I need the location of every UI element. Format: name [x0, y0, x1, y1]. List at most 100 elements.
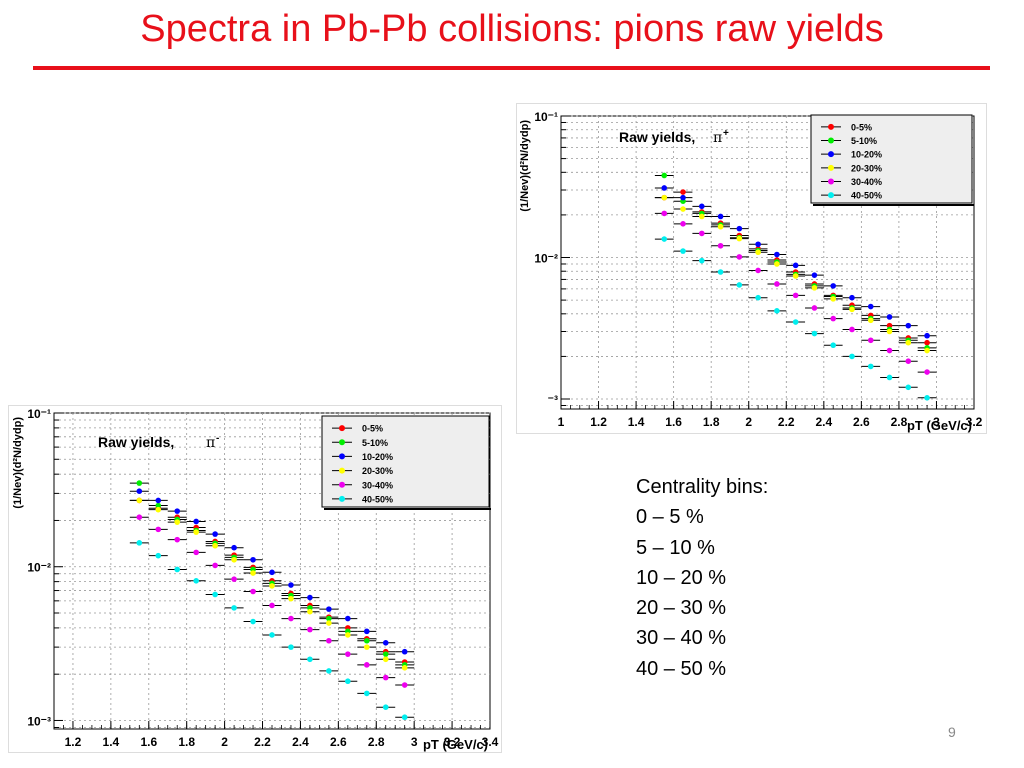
data-point: [755, 267, 761, 274]
legend-marker: [339, 495, 345, 502]
data-point: [326, 620, 332, 626]
legend-label: 10-20%: [851, 150, 882, 160]
x-tick-label: 1.8: [178, 735, 195, 749]
data-point: [661, 172, 668, 179]
data-point: [155, 552, 162, 559]
chart-annotation: Raw yields,: [619, 129, 695, 145]
data-point: [924, 332, 930, 339]
data-point: [867, 363, 874, 370]
data-point: [736, 282, 743, 288]
data-point: [212, 562, 218, 569]
particle-charge: +: [723, 128, 729, 139]
legend-label: 40-50%: [851, 191, 882, 201]
data-point: [401, 648, 408, 655]
y-tick-label: 10⁻²: [534, 252, 558, 266]
centrality-bin: 10 – 20 %: [636, 566, 727, 589]
data-point: [363, 628, 370, 635]
data-point: [174, 508, 181, 514]
legend-marker: [339, 467, 345, 474]
legend-marker: [339, 481, 345, 488]
legend-marker: [828, 137, 834, 144]
data-point: [811, 305, 818, 311]
legend-label: 5-10%: [362, 438, 388, 448]
x-tick-label: 2: [221, 735, 228, 749]
data-point: [363, 662, 370, 668]
data-point: [193, 529, 199, 535]
data-point: [698, 213, 705, 220]
y-axis-label: (1/Nev)(d²N/dydp): [519, 120, 531, 212]
data-point: [193, 578, 199, 584]
data-point: [250, 588, 256, 595]
data-point: [174, 566, 181, 573]
data-point: [849, 326, 855, 333]
centrality-bin: 30 – 40 %: [636, 627, 727, 650]
y-tick-label: 10⁻²: [27, 561, 51, 575]
data-point: [905, 322, 912, 329]
legend-label: 0-5%: [362, 424, 383, 434]
data-point: [849, 353, 855, 360]
y-tick-label: 10⁻¹: [27, 407, 51, 421]
centrality-bin: 5 – 10 %: [636, 536, 715, 559]
x-tick-label: 2.4: [815, 415, 832, 429]
data-point: [680, 221, 686, 227]
data-point: [905, 358, 912, 365]
data-point: [269, 602, 275, 609]
centrality-bin: 20 – 30 %: [636, 597, 727, 620]
data-point: [155, 502, 162, 509]
data-point: [288, 644, 294, 650]
legend-marker: [828, 192, 834, 199]
data-point: [661, 194, 668, 201]
data-point: [363, 644, 370, 650]
data-point: [755, 249, 761, 256]
y-axis-label: (1/Nev)(d²N/dydp): [12, 417, 24, 509]
data-point: [680, 248, 686, 254]
data-points: [129, 480, 415, 721]
data-point: [363, 637, 370, 644]
data-point: [924, 394, 930, 401]
data-point: [661, 236, 668, 242]
data-point: [288, 582, 294, 588]
data-point: [136, 488, 143, 494]
data-point: [717, 242, 724, 249]
data-point: [830, 315, 837, 322]
x-tick-label: 2.2: [254, 735, 271, 749]
legend-label: 20-30%: [362, 466, 393, 476]
data-point: [849, 306, 855, 313]
data-point: [231, 544, 237, 551]
data-point: [382, 651, 389, 657]
x-tick-label: 2.2: [778, 415, 795, 429]
legend-label: 30-40%: [851, 177, 882, 187]
data-point: [136, 540, 143, 546]
data-point: [307, 656, 313, 663]
data-point: [155, 506, 162, 513]
data-point: [755, 241, 761, 248]
legend-marker: [828, 151, 834, 158]
centrality-bins-text: Centrality bins: 0 – 5 % 5 – 10 % 10 – 2…: [636, 472, 768, 684]
legend-marker: [828, 123, 834, 130]
x-tick-label: 3: [411, 735, 418, 749]
data-point: [811, 272, 818, 278]
data-point: [792, 262, 799, 269]
data-point: [886, 322, 893, 329]
data-point: [231, 556, 237, 563]
data-point: [867, 303, 874, 310]
data-point: [698, 257, 705, 264]
centrality-heading: Centrality bins:: [636, 476, 769, 498]
data-point: [326, 606, 332, 612]
x-tick-label: 1.6: [665, 415, 682, 429]
data-point: [867, 317, 874, 324]
x-tick-label: 1.2: [65, 735, 82, 749]
legend-marker: [339, 439, 345, 446]
x-tick-label: 1.8: [703, 415, 720, 429]
data-point: [345, 678, 351, 685]
data-point: [830, 283, 837, 289]
data-point: [680, 189, 686, 195]
data-point: [905, 339, 912, 346]
x-tick-label: 1.6: [140, 735, 157, 749]
data-point: [755, 294, 761, 301]
data-point: [792, 273, 799, 279]
x-axis-label: pT (GeV/c): [907, 418, 972, 433]
data-point: [250, 618, 256, 625]
data-point: [736, 254, 743, 260]
data-point: [231, 576, 237, 582]
